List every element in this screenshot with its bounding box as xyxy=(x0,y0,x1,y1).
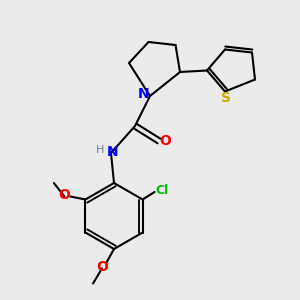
Text: O: O xyxy=(159,134,171,148)
Text: H: H xyxy=(96,145,105,155)
Text: N: N xyxy=(107,145,118,158)
Text: S: S xyxy=(221,91,232,104)
Text: N: N xyxy=(138,88,149,101)
Text: O: O xyxy=(96,260,108,274)
Text: O: O xyxy=(58,188,70,202)
Text: Cl: Cl xyxy=(155,184,169,197)
